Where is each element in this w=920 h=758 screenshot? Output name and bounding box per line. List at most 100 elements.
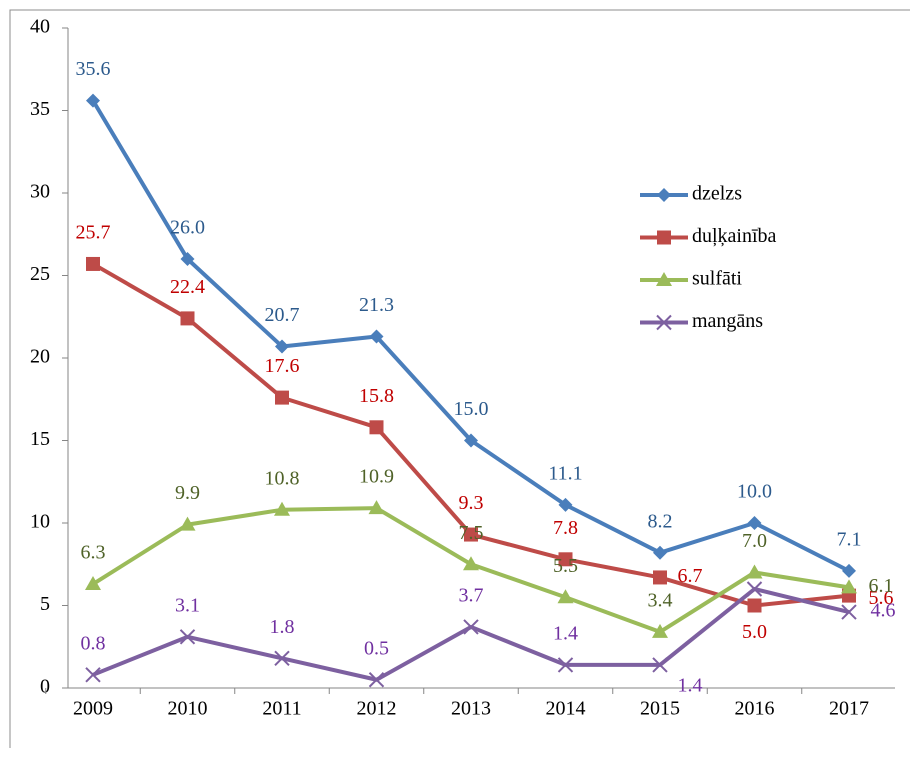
x-tick-label: 2010 — [168, 698, 208, 720]
data-label: 15.8 — [359, 385, 394, 407]
data-label: 1.4 — [678, 674, 703, 696]
x-tick-label: 2014 — [546, 698, 586, 720]
series — [86, 93, 856, 578]
marker — [464, 527, 478, 542]
marker — [180, 252, 195, 266]
data-label: 8.2 — [648, 510, 673, 532]
data-label: 5.6 — [869, 587, 894, 609]
data-label: 35.6 — [76, 58, 111, 80]
data-label: 3.4 — [648, 589, 673, 611]
marker — [86, 93, 100, 108]
data-label: 26.0 — [170, 217, 205, 239]
series — [86, 256, 856, 613]
marker — [652, 623, 668, 638]
data-label: 7.8 — [553, 517, 578, 539]
x-tick-label: 2011 — [262, 698, 301, 720]
x-tick-label: 2013 — [451, 698, 491, 720]
marker — [558, 552, 573, 567]
y-tick-label: 40 — [30, 16, 50, 38]
data-label: 4.6 — [871, 600, 896, 622]
marker — [369, 329, 384, 344]
marker — [85, 667, 101, 683]
marker — [85, 576, 101, 591]
marker — [274, 501, 290, 516]
data-label: 11.1 — [548, 462, 582, 484]
marker — [369, 420, 384, 435]
marker — [86, 256, 100, 271]
data-label: 7.1 — [837, 528, 862, 550]
marker — [656, 314, 672, 331]
x-tick-label: 2015 — [640, 698, 680, 720]
marker — [841, 579, 857, 594]
data-label: 9.3 — [459, 492, 484, 514]
chart-frame — [9, 9, 910, 748]
marker — [463, 556, 479, 571]
marker — [179, 516, 196, 531]
marker — [656, 272, 672, 286]
y-tick-label: 10 — [30, 511, 50, 533]
x-tick-label: 2012 — [357, 698, 397, 720]
data-label: 5.5 — [553, 555, 578, 577]
data-label: 7.0 — [742, 530, 767, 552]
data-label: 3.1 — [175, 594, 200, 616]
series — [85, 500, 857, 638]
data-label: 1.8 — [270, 616, 295, 638]
y-tick-label: 5 — [40, 593, 50, 615]
marker — [746, 564, 763, 579]
data-label: 10.9 — [359, 466, 394, 488]
marker — [368, 672, 385, 688]
marker — [463, 619, 479, 635]
data-label: 10.0 — [737, 481, 772, 503]
marker — [180, 311, 195, 326]
marker — [464, 433, 478, 448]
marker — [841, 604, 857, 620]
marker — [557, 589, 574, 604]
y-tick-label: 0 — [40, 676, 50, 698]
marker — [842, 563, 856, 578]
data-label: 20.7 — [265, 304, 300, 326]
marker — [275, 339, 289, 354]
data-label: 6.7 — [678, 565, 703, 587]
marker — [747, 598, 762, 613]
y-tick-label: 25 — [30, 263, 50, 285]
data-label: 25.7 — [76, 222, 111, 244]
data-label: 1.4 — [553, 622, 578, 644]
series — [85, 581, 857, 688]
marker — [558, 497, 573, 512]
data-label: 15.0 — [454, 398, 489, 420]
marker — [657, 188, 671, 202]
data-label: 0.5 — [364, 637, 389, 659]
legend-label: duļķainība — [692, 225, 777, 247]
x-tick-label: 2017 — [829, 698, 869, 720]
marker — [274, 650, 290, 667]
legend-label: dzelzs — [692, 183, 742, 205]
data-label: 10.8 — [265, 467, 300, 489]
data-label: 7.5 — [459, 522, 484, 544]
y-tick-label: 15 — [30, 428, 50, 450]
marker — [179, 629, 196, 645]
data-label: 5.0 — [742, 621, 767, 643]
data-label: 0.8 — [81, 632, 106, 654]
y-tick-label: 30 — [30, 181, 50, 203]
x-tick-label: 2016 — [735, 698, 775, 720]
x-tick-label: 2009 — [73, 698, 113, 720]
marker — [653, 545, 667, 560]
data-label: 3.7 — [459, 585, 484, 607]
marker — [747, 516, 762, 530]
y-tick-label: 20 — [30, 346, 50, 368]
marker — [368, 500, 385, 515]
marker — [557, 657, 574, 673]
marker — [275, 390, 289, 405]
marker — [653, 570, 667, 585]
data-label: 22.4 — [170, 276, 205, 298]
data-label: 6.1 — [869, 575, 894, 597]
marker — [657, 230, 671, 245]
data-label: 6.3 — [81, 542, 106, 564]
marker — [652, 657, 668, 673]
data-label: 9.9 — [175, 482, 200, 504]
marker — [746, 581, 763, 597]
data-label: 21.3 — [359, 294, 394, 316]
data-label: 17.6 — [265, 355, 300, 377]
legend-label: mangāns — [692, 310, 763, 332]
legend-label: sulfāti — [692, 268, 742, 290]
